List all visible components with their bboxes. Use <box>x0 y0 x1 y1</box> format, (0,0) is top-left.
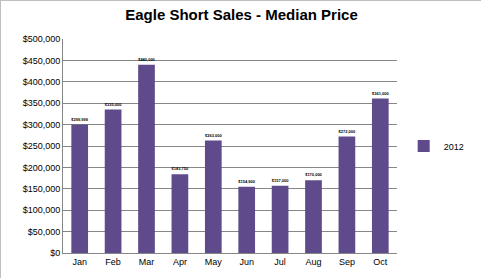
svg-text:Sep: Sep <box>339 257 355 267</box>
svg-text:$157,000: $157,000 <box>272 178 289 183</box>
svg-text:2012: 2012 <box>444 142 464 152</box>
svg-text:$335,000: $335,000 <box>105 102 122 107</box>
svg-text:$0: $0 <box>50 248 60 258</box>
svg-text:Jan: Jan <box>72 257 87 267</box>
svg-text:$150,000: $150,000 <box>23 184 61 194</box>
svg-text:$440,000: $440,000 <box>138 57 155 62</box>
svg-text:Apr: Apr <box>173 257 187 267</box>
svg-text:$170,000: $170,000 <box>305 172 322 177</box>
svg-text:$250,000: $250,000 <box>23 141 61 151</box>
svg-text:$200,000: $200,000 <box>23 163 61 173</box>
svg-text:May: May <box>205 257 223 267</box>
svg-text:Feb: Feb <box>105 257 121 267</box>
svg-text:$299,999: $299,999 <box>71 117 88 122</box>
svg-text:$272,000: $272,000 <box>339 129 356 134</box>
svg-text:$263,000: $263,000 <box>205 133 222 138</box>
svg-text:$500,000: $500,000 <box>23 34 61 44</box>
svg-text:$50,000: $50,000 <box>28 227 61 237</box>
svg-text:Jun: Jun <box>239 257 254 267</box>
svg-text:$400,000: $400,000 <box>23 77 61 87</box>
svg-text:$100,000: $100,000 <box>23 205 61 215</box>
svg-text:Oct: Oct <box>373 257 388 267</box>
svg-text:Jul: Jul <box>274 257 286 267</box>
svg-text:Aug: Aug <box>305 257 321 267</box>
svg-text:$450,000: $450,000 <box>23 56 61 66</box>
svg-text:$183,750: $183,750 <box>172 166 189 171</box>
svg-text:$350,000: $350,000 <box>23 98 61 108</box>
svg-text:Mar: Mar <box>139 257 155 267</box>
svg-text:$361,000: $361,000 <box>372 91 389 96</box>
svg-text:$300,000: $300,000 <box>23 120 61 130</box>
svg-text:Eagle Short Sales - Median Pri: Eagle Short Sales - Median Price <box>125 6 358 23</box>
svg-text:$154,900: $154,900 <box>238 179 255 184</box>
